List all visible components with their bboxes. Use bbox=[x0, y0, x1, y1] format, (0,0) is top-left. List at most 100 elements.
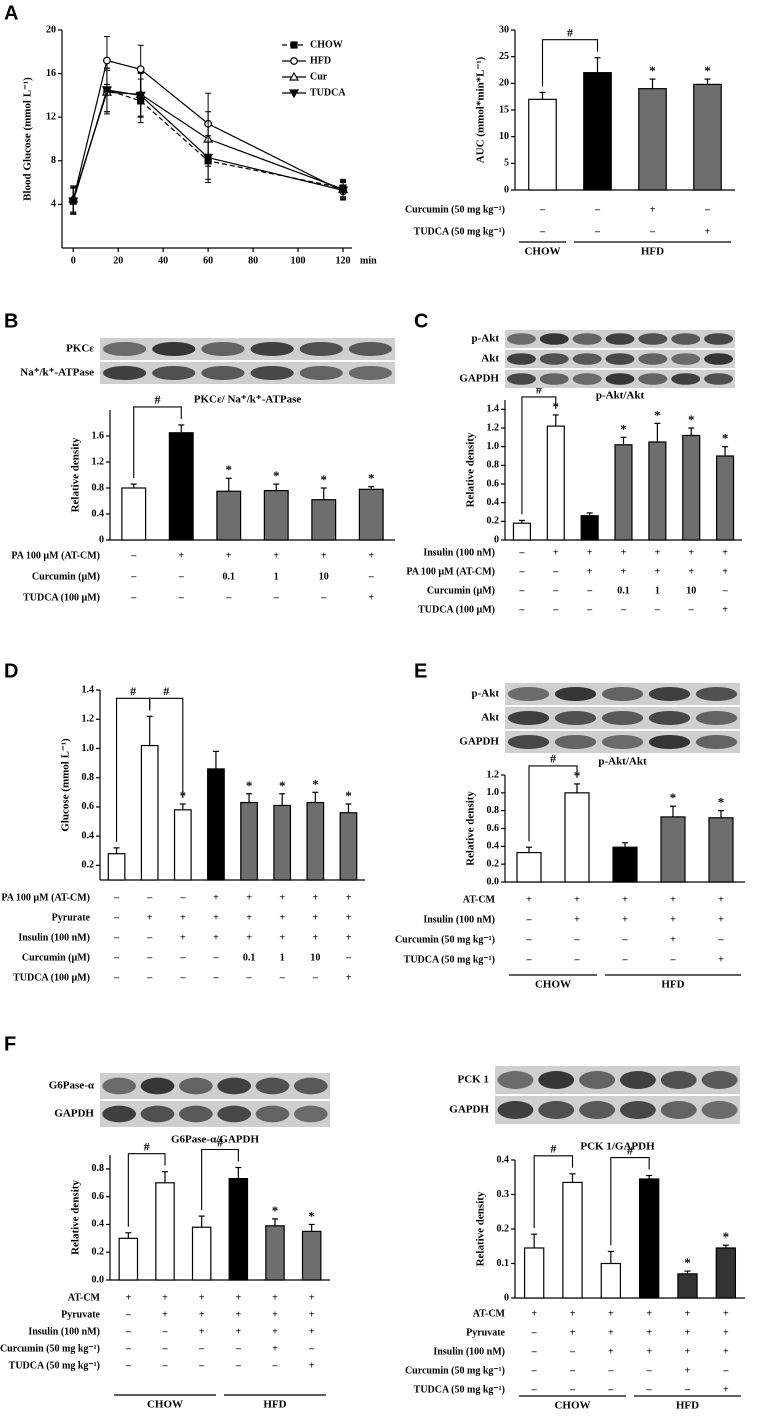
blot-band bbox=[671, 373, 701, 385]
bracket-label: # bbox=[550, 752, 556, 766]
bar bbox=[265, 1225, 285, 1281]
treatment-cell: – bbox=[684, 1384, 691, 1395]
bracket bbox=[149, 697, 184, 798]
treatment-cell: – bbox=[531, 1346, 538, 1357]
blot-band bbox=[506, 353, 536, 365]
treatment-cell: + bbox=[213, 932, 219, 943]
treatment-cell: + bbox=[646, 1346, 652, 1357]
y-tick-label: 4 bbox=[51, 199, 56, 210]
treatment-cell: – bbox=[320, 592, 327, 603]
treatment-cell: + bbox=[162, 1292, 168, 1303]
blot-row-label: Na⁺/k⁺-ATPase bbox=[20, 367, 94, 379]
bar bbox=[240, 801, 258, 881]
bar bbox=[118, 1237, 139, 1281]
treatment-cell: + bbox=[246, 912, 252, 923]
marker bbox=[337, 186, 349, 196]
treatment-cell: – bbox=[531, 1327, 538, 1338]
treatment-cell: – bbox=[586, 585, 593, 596]
blot-strip bbox=[100, 1101, 330, 1127]
treatment-cell: + bbox=[346, 932, 352, 943]
blot-band bbox=[102, 341, 147, 357]
blot-band bbox=[605, 333, 635, 345]
treatment-label: TUDCA (100 µM) bbox=[23, 592, 100, 603]
treatment-cell: + bbox=[213, 912, 219, 923]
treatment-cell: + bbox=[368, 550, 374, 561]
blot-band bbox=[250, 365, 294, 381]
bar bbox=[708, 817, 734, 883]
bracket bbox=[133, 406, 182, 479]
treatment-cell: – bbox=[146, 932, 153, 943]
treatment-cell: 0.1 bbox=[617, 585, 630, 596]
y-tick-label: 1.4 bbox=[487, 404, 500, 415]
treatment-cell: + bbox=[621, 547, 627, 558]
treatment-cell: + bbox=[723, 1327, 729, 1338]
y-axis-label: Relative density bbox=[475, 1191, 487, 1266]
treatment-cell: – bbox=[113, 972, 120, 983]
group-label: CHOW bbox=[554, 1400, 590, 1412]
y-axis-label: Glucose (mmol L⁻¹) bbox=[60, 738, 72, 832]
blot-band bbox=[601, 710, 644, 726]
y-tick-label: 0.2 bbox=[487, 516, 500, 527]
blot-band bbox=[507, 710, 550, 726]
blot-band bbox=[299, 341, 343, 357]
group-label: HFD bbox=[676, 1400, 699, 1412]
treatment-cell: – bbox=[162, 1360, 169, 1371]
blot-band bbox=[601, 686, 644, 702]
blot-band bbox=[648, 734, 691, 750]
treatment-cell: – bbox=[539, 204, 546, 215]
treatment-label: AT-CM bbox=[463, 894, 496, 905]
treatment-cell: + bbox=[650, 204, 656, 215]
treatment-label: AT-CM bbox=[68, 1292, 101, 1303]
treatment-label: TUDCA (50 mg kg⁻¹) bbox=[414, 1384, 505, 1395]
bar bbox=[306, 801, 325, 881]
y-tick-label: 0.4 bbox=[92, 508, 105, 519]
blot-band bbox=[102, 1105, 137, 1123]
treatment-cell: – bbox=[162, 1343, 169, 1354]
blot-band bbox=[217, 1077, 252, 1095]
blot-band bbox=[554, 710, 597, 726]
treatment-cell: – bbox=[531, 1365, 538, 1376]
blot-band bbox=[140, 1077, 175, 1095]
y-tick-label: 15 bbox=[499, 104, 509, 115]
treatment-cell: + bbox=[235, 1309, 241, 1320]
treatment-cell: + bbox=[655, 566, 661, 577]
blot-band bbox=[638, 333, 668, 345]
treatment-cell: + bbox=[570, 1327, 576, 1338]
y-tick-label: 0.0 bbox=[92, 1274, 105, 1285]
blot-band bbox=[695, 710, 738, 726]
y-tick-label: 12 bbox=[46, 111, 56, 122]
treatment-cell: + bbox=[608, 1327, 614, 1338]
blot-band bbox=[217, 1105, 252, 1123]
bar bbox=[273, 804, 292, 881]
marker bbox=[103, 56, 111, 65]
treatment-cell: + bbox=[670, 894, 676, 905]
panel-label: A bbox=[4, 2, 18, 24]
blot-band bbox=[201, 365, 245, 381]
blot-caption: PKCε/ Na⁺/k⁺-ATPase bbox=[194, 394, 302, 406]
treatment-cell: – bbox=[552, 585, 559, 596]
blot-row-label: GAPDH bbox=[54, 1108, 94, 1120]
bar bbox=[693, 83, 722, 191]
y-tick-label: 0.8 bbox=[487, 805, 500, 816]
significance-marker: * bbox=[704, 63, 711, 78]
treatment-cell: – bbox=[646, 1384, 653, 1395]
bar bbox=[207, 768, 225, 881]
bracket-label: # bbox=[536, 383, 542, 397]
blot-caption: PCK 1/GAPDH bbox=[580, 1141, 655, 1153]
treatment-cell: + bbox=[309, 1360, 315, 1371]
significance-marker: * bbox=[688, 412, 695, 427]
y-tick-label: 1.0 bbox=[82, 743, 95, 754]
y-tick-label: 16 bbox=[46, 68, 56, 79]
treatment-cell: – bbox=[622, 954, 629, 965]
treatment-label: Curcumin (µM) bbox=[32, 571, 100, 582]
y-tick-label: 20 bbox=[46, 24, 56, 35]
y-tick-label: 0 bbox=[504, 1292, 509, 1303]
treatment-cell: – bbox=[113, 932, 120, 943]
blot-band bbox=[539, 353, 569, 365]
treatment-cell: + bbox=[722, 604, 728, 615]
treatment-label: Curcumin (µM) bbox=[427, 585, 495, 596]
blot-band bbox=[293, 1077, 328, 1095]
treatment-cell: 0.1 bbox=[243, 952, 256, 963]
significance-marker: * bbox=[723, 1229, 730, 1244]
treatment-cell: + bbox=[622, 914, 628, 925]
